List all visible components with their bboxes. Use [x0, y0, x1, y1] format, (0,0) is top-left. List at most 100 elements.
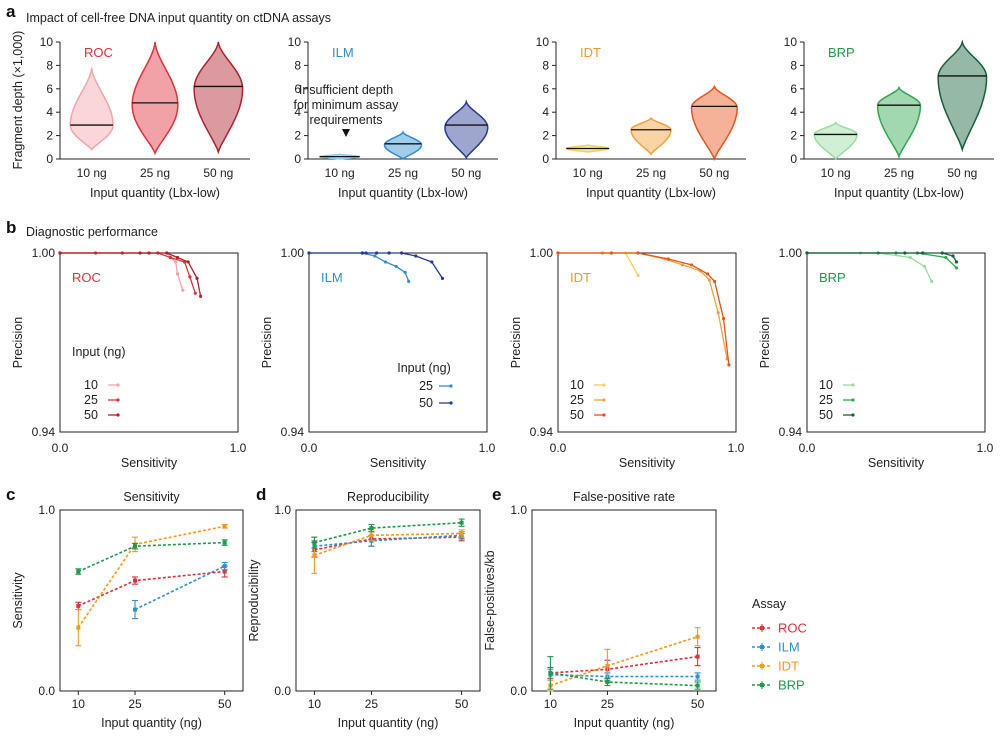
violin-y-tick-label: 2	[46, 129, 53, 143]
assay-label-ilm: ILM	[332, 45, 354, 60]
pr-point	[199, 294, 203, 298]
pr-point	[364, 251, 368, 255]
line-panel-c: Sensitivity 1.0 0.0 10 25 50 Input quantity (n…	[11, 490, 244, 730]
violin-category-label: 50 ng	[203, 166, 233, 180]
violin-category-label: 10 ng	[77, 166, 107, 180]
down-arrow-icon	[342, 129, 350, 137]
pr-point	[636, 273, 640, 277]
pr-point	[195, 276, 199, 280]
pr-point	[689, 263, 694, 267]
pr-point	[186, 260, 190, 264]
violin-y-tick-label: 0	[294, 152, 301, 166]
violin-category-label: 10 ng	[573, 166, 603, 180]
pr-curve-25	[807, 252, 957, 269]
data-point	[133, 607, 138, 612]
data-point	[369, 526, 374, 531]
violin-category-label: 50 ng	[451, 166, 481, 180]
line-panel-title: False-positive rate	[573, 490, 675, 504]
pr-point	[908, 255, 912, 260]
violin-shape	[813, 121, 858, 161]
line-panel-d: Reproducibility 1.0 0.0 10 25 50 Input quantit…	[247, 490, 481, 730]
pr-y-tick-label: 0.94	[530, 425, 554, 439]
pr-point	[174, 260, 178, 264]
violin-y-tick-label: 0	[46, 152, 53, 166]
pr-legend-marker	[449, 401, 453, 405]
violin-shape	[383, 130, 423, 160]
pr-ylabel: Precision	[758, 317, 772, 368]
line-x-tick-label: 25	[128, 697, 142, 711]
insufficient-note-line-2: for minimum assay	[294, 98, 400, 112]
pr-point	[954, 266, 959, 270]
pr-point	[307, 251, 311, 255]
pr-legend-marker	[116, 398, 120, 402]
pr-legend-label: 50	[819, 408, 833, 422]
violin-panel-brp: 0 2 4 6 8 10 BRP Input quantity (Lbx-low) 10 ng 2…	[784, 35, 994, 200]
violin-y-tick-label: 0	[790, 152, 797, 166]
violin-panel-ilm: 0 2 4 6 8 10 ILM Input quantity (Lbx-low) 10 ng 2…	[288, 35, 498, 200]
violin-y-tick-label: 8	[294, 58, 301, 72]
line-xlabel: Input quantity (ng)	[574, 716, 675, 730]
pr-point	[636, 251, 640, 255]
insufficient-note-line-1: Insufficient depth	[299, 83, 393, 97]
line-x-tick-label: 50	[455, 697, 469, 711]
line-series-brp	[314, 521, 462, 544]
line-xlabel: Input quantity (ng)	[338, 716, 439, 730]
data-point	[605, 679, 610, 684]
pr-point	[951, 254, 955, 258]
line-ylabel: False-positives/kb	[483, 550, 497, 650]
violin-shape	[876, 86, 922, 160]
violin-category-label: 25 ng	[636, 166, 666, 180]
assay-legend-title: Assay	[752, 597, 787, 611]
violin-y-tick-label: 10	[40, 35, 54, 49]
pr-point	[165, 251, 169, 255]
line-series-ilm	[134, 565, 226, 611]
pr-point	[387, 251, 391, 255]
data-point	[548, 670, 553, 675]
violin-y-tick-label: 10	[536, 35, 550, 49]
assay-label-ilm: ILM	[321, 270, 343, 285]
pr-point	[58, 251, 62, 255]
line-layer: Sensitivity 1.0 0.0 10 25 50 Input quantity (n…	[11, 490, 717, 730]
pr-point	[430, 260, 434, 264]
pr-y-tick-label: 1.00	[779, 246, 803, 260]
pr-point	[375, 251, 379, 255]
panel-letter-c: c	[6, 485, 15, 504]
violin-panel-idt: 0 2 4 6 8 10 IDT Input quantity (Lbx-low) 10 ng 2…	[536, 35, 746, 200]
pr-ylabel: Precision	[11, 317, 25, 368]
pr-y-tick-label: 0.94	[32, 425, 56, 439]
panel-a-title: Impact of cell-free DNA input quantity o…	[26, 11, 331, 25]
violin-shape	[444, 99, 489, 160]
data-point	[222, 564, 227, 569]
pr-point	[940, 251, 944, 255]
line-x-tick-label: 10	[308, 697, 322, 711]
data-point	[695, 674, 700, 679]
line-y-tick-label: 0.0	[38, 684, 55, 698]
pr-y-tick-label: 1.00	[281, 246, 305, 260]
panel-b: b Diagnostic performance 1.00 0.94 0.0 1.0 S…	[6, 218, 994, 470]
pr-point	[193, 291, 197, 295]
data-point	[76, 603, 81, 608]
assay-legend-marker	[760, 683, 764, 687]
pr-point	[705, 272, 710, 276]
line-series-idt	[550, 635, 698, 687]
assay-legend-label-ilm: ILM	[778, 640, 800, 655]
violin-shape	[937, 39, 988, 153]
pr-legend-marker	[116, 383, 120, 387]
violin-category-label: 50 ng	[947, 166, 977, 180]
pr-legend-label: 10	[819, 378, 833, 392]
data-point	[133, 578, 138, 583]
panel-letter-d: d	[256, 485, 266, 504]
data-point	[76, 625, 81, 630]
panel-letter-a: a	[6, 2, 16, 21]
pr-panel-roc: 1.00 0.94 0.0 1.0 Sensitivity Precision ROC Inp…	[11, 246, 247, 470]
violin-category-label: 10 ng	[325, 166, 355, 180]
pr-y-tick-label: 1.00	[32, 246, 56, 260]
violin-ylabel: Fragment depth (×1,000)	[11, 31, 25, 170]
assay-label-brp: BRP	[819, 270, 846, 285]
data-point	[605, 663, 610, 668]
insufficient-annotation: Insufficient depth for minimum assay req…	[294, 83, 400, 137]
assay-legend-marker	[760, 645, 764, 649]
line-panel-title: Reproducibility	[347, 490, 430, 504]
violin-category-label: 50 ng	[699, 166, 729, 180]
violin-xlabel: Input quantity (Lbx-low)	[338, 186, 468, 200]
